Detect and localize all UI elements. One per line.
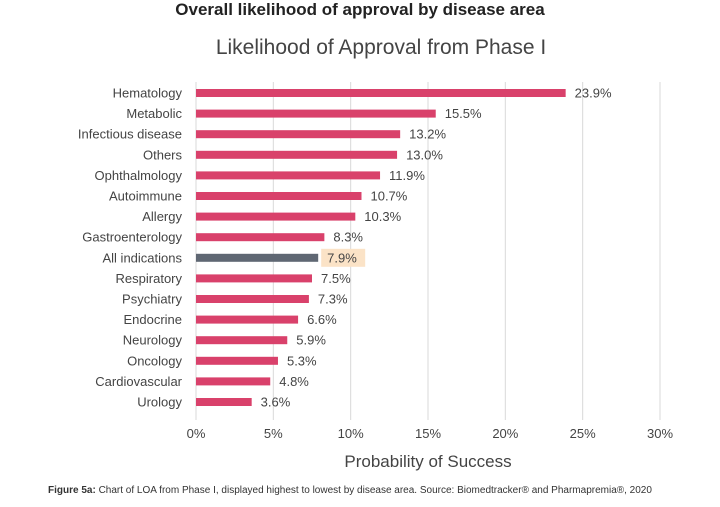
bar <box>196 253 319 262</box>
bar <box>196 356 278 365</box>
value-label: 13.0% <box>406 147 443 162</box>
value-label: 7.5% <box>321 271 351 286</box>
x-tick-label: 0% <box>187 426 206 441</box>
bar <box>196 274 312 283</box>
chart-category-labels: Hematology Metabolic Infectious disease Oth… <box>78 86 183 410</box>
value-label: 4.8% <box>279 374 309 389</box>
category-label: Hematology <box>113 86 183 101</box>
bar <box>196 150 398 159</box>
x-tick-label: 20% <box>492 426 518 441</box>
bar <box>196 192 362 200</box>
category-label: Gastroenterology <box>82 230 182 245</box>
value-label: 3.6% <box>261 395 291 410</box>
value-label: 6.6% <box>307 312 337 327</box>
bar-chart: Hematology Metabolic Infectious disease Oth… <box>78 36 674 471</box>
category-label: Allergy <box>142 209 182 224</box>
category-label: Urology <box>137 395 182 410</box>
page-title: Overall likelihood of approval by diseas… <box>175 0 545 19</box>
category-label: Infectious disease <box>78 127 182 142</box>
bar <box>196 130 401 139</box>
category-label: Neurology <box>123 333 183 348</box>
bar <box>196 336 288 345</box>
value-label: 7.3% <box>318 292 348 307</box>
category-label: Cardiovascular <box>95 374 182 389</box>
value-label-highlight <box>321 248 366 267</box>
category-label: Respiratory <box>116 271 183 286</box>
chart-bars <box>196 89 566 406</box>
value-label: 10.7% <box>370 189 407 204</box>
value-label: 5.3% <box>287 353 317 368</box>
category-label: Others <box>143 147 183 162</box>
category-label: Psychiatry <box>122 292 182 307</box>
value-label: 8.3% <box>333 230 363 245</box>
x-tick-label: 5% <box>264 426 283 441</box>
x-tick-label: 25% <box>570 426 596 441</box>
bar <box>196 212 356 221</box>
bar <box>196 233 325 242</box>
value-label: 10.3% <box>364 209 401 224</box>
category-label: Oncology <box>127 353 182 368</box>
caption-text: Chart of LOA from Phase I, displayed hig… <box>95 485 652 496</box>
figure-caption: Figure 5a: Chart of LOA from Phase I, di… <box>48 485 718 496</box>
category-label: Metabolic <box>126 106 182 121</box>
bar <box>196 109 436 118</box>
x-tick-label: 15% <box>415 426 441 441</box>
value-label: 23.9% <box>575 86 612 101</box>
x-tick-label: 10% <box>338 426 364 441</box>
category-label: Endocrine <box>123 312 182 327</box>
category-label: All indications <box>103 250 183 265</box>
value-label: 11.9% <box>389 168 425 183</box>
bar <box>196 315 299 324</box>
chart-title: Likelihood of Approval from Phase I <box>216 36 546 59</box>
caption-label: Figure 5a: <box>48 485 96 496</box>
value-label: 15.5% <box>445 106 482 121</box>
x-tick-label: 30% <box>647 426 673 441</box>
category-label: Autoimmune <box>109 189 182 204</box>
value-label: 7.9% <box>327 250 357 265</box>
bar <box>196 377 271 386</box>
bar <box>196 171 381 180</box>
value-label: 5.9% <box>296 333 326 348</box>
chart-x-axis-label: Probability of Success <box>344 452 511 471</box>
bar <box>196 295 309 303</box>
bar <box>196 89 566 97</box>
bar <box>196 398 252 406</box>
value-label: 13.2% <box>409 127 446 142</box>
category-label: Ophthalmology <box>95 168 183 183</box>
chart-tick-labels: 0% 5% 10% 15% 20% 25% 30% <box>187 426 674 441</box>
chart-value-labels: 23.9% 15.5% 13.2% 13.0% 11.9% 10.7% 10.3%8.3% 7… <box>261 86 612 410</box>
